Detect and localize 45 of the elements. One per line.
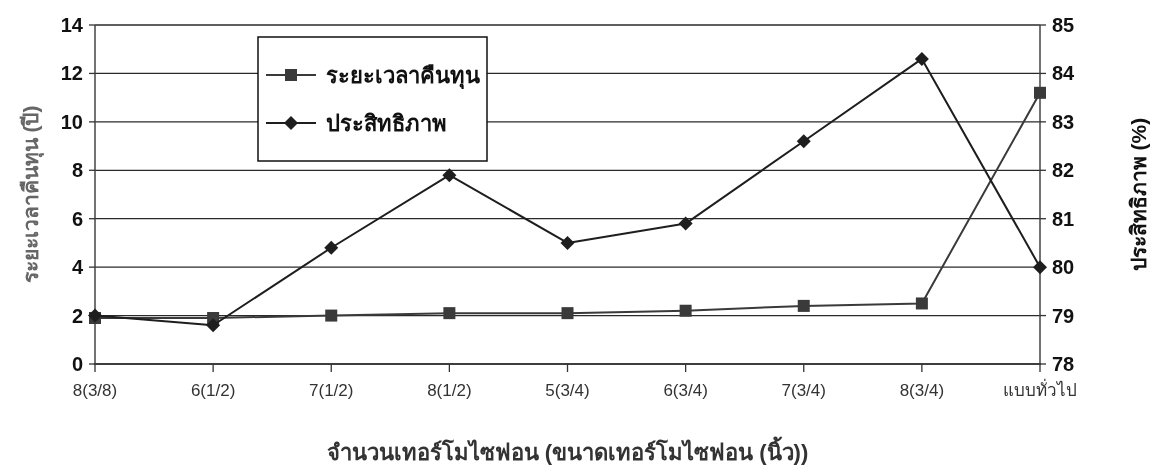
- point: [325, 309, 338, 322]
- legend-label: ระยะเวลาคืนทุน: [326, 63, 480, 90]
- y2-tick-label: 81: [1052, 207, 1075, 230]
- legend-label: ประสิทธิภาพ: [326, 111, 447, 136]
- point: [206, 318, 221, 333]
- point: [796, 134, 811, 149]
- y-tick-label: 2: [71, 304, 83, 327]
- x-tick-label: 7(3/4): [781, 381, 826, 400]
- point: [1033, 260, 1047, 275]
- y2-tick-label: 84: [1052, 62, 1076, 85]
- y2-tick-label: 82: [1052, 159, 1075, 182]
- point: [443, 307, 456, 320]
- y-axis-title: ระยะเวลาคืนทุน (ปี): [19, 105, 45, 284]
- point: [679, 304, 692, 317]
- y-tick-label: 12: [60, 62, 83, 85]
- x-tick-label: 8(3/8): [72, 381, 118, 400]
- point: [797, 299, 810, 312]
- point: [560, 235, 575, 250]
- y2-tick-label: 80: [1052, 256, 1075, 279]
- point: [324, 240, 339, 255]
- y2-tick-label: 78: [1052, 353, 1075, 375]
- x-tick-label: 6(3/4): [663, 381, 708, 400]
- y-tick-label: 6: [71, 207, 83, 230]
- x-tick-label: 7(1/2): [309, 381, 354, 400]
- y-tick-label: 4: [71, 256, 84, 279]
- point: [561, 307, 574, 320]
- y-tick-label: 8: [71, 159, 83, 182]
- y-tick-label: 0: [71, 353, 83, 375]
- x-axis-title: จำนวนเทอร์โมไซฟอน (ขนาดเทอร์โมไซฟอน (นิ้ว)): [326, 436, 809, 465]
- x-tick-label: แบบทั่วไป: [1003, 378, 1077, 400]
- point: [1034, 86, 1046, 99]
- x-tick-label: 8(1/2): [427, 381, 472, 400]
- point: [442, 168, 457, 183]
- y-tick-label: 10: [60, 110, 83, 133]
- y-tick-label: 14: [60, 14, 84, 36]
- y2-tick-label: 79: [1052, 304, 1075, 327]
- x-tick-label: 5(3/4): [545, 381, 590, 400]
- point: [914, 51, 929, 66]
- y2-axis-title: ประสิทธิภาพ (%): [1127, 117, 1150, 272]
- x-tick-label: 6(1/2): [190, 381, 236, 400]
- point: [678, 216, 693, 231]
- x-tick-label: 8(3/4): [899, 381, 945, 400]
- point: [915, 297, 928, 310]
- y2-tick-label: 85: [1052, 14, 1075, 36]
- y2-tick-label: 83: [1052, 110, 1075, 133]
